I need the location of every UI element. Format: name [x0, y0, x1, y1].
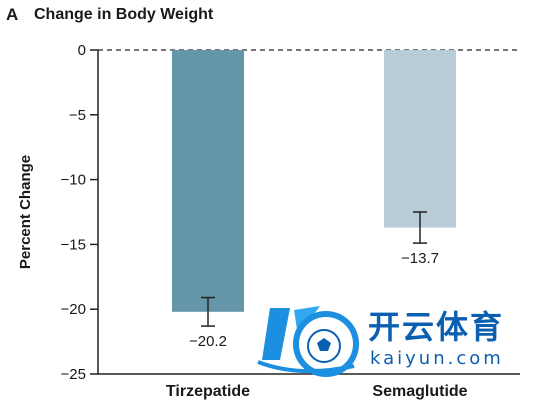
watermark-cn-text: 开云体育	[368, 308, 505, 346]
bar-semaglutide	[384, 50, 456, 228]
x-category-label: Tirzepatide	[166, 383, 250, 400]
axes: 0 −5 −10 −15 −20 −25	[61, 42, 520, 383]
panel-label: A	[6, 5, 19, 24]
x-category-label: Semaglutide	[372, 383, 467, 400]
watermark-logo: 开云体育 kaiyun.com	[250, 300, 535, 380]
value-labels: −20.2 Tirzepatide −13.7 Semaglutide	[166, 250, 468, 400]
soccer-ball-logo-icon	[257, 306, 359, 377]
value-label: −13.7	[401, 250, 439, 267]
y-tick-label: −5	[69, 107, 86, 124]
bar-tirzepatide	[172, 50, 244, 312]
y-tick-label: 0	[78, 42, 86, 59]
y-tick-label: −20	[61, 301, 86, 318]
chart-title: Change in Body Weight	[34, 6, 214, 23]
y-tick-label: −25	[61, 366, 86, 383]
y-tick-label: −15	[61, 236, 86, 253]
value-label: −20.2	[189, 333, 227, 350]
y-tick-label: −10	[61, 172, 86, 189]
bars	[172, 50, 456, 312]
error-bars	[201, 211, 427, 327]
watermark-en-text: kaiyun.com	[370, 348, 504, 369]
y-axis-label: Percent Change	[17, 155, 34, 269]
